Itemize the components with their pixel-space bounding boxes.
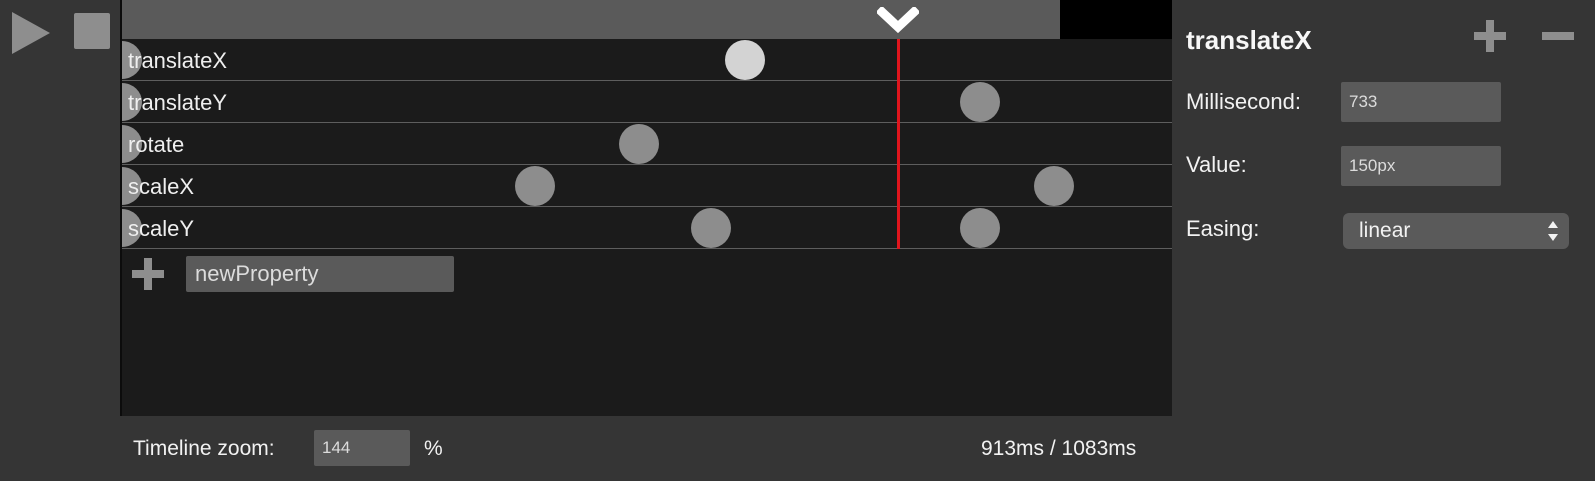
stop-icon[interactable] <box>74 13 110 49</box>
panel-title: translateX <box>1186 25 1312 55</box>
track-row[interactable]: translateX <box>122 39 1172 81</box>
track-row[interactable]: rotate <box>122 123 1172 165</box>
keyframe[interactable] <box>691 208 731 248</box>
keyframe[interactable] <box>515 166 556 206</box>
track-start-keyframe[interactable] <box>122 209 142 247</box>
track-row[interactable]: translateY <box>122 81 1172 123</box>
keyframe-selected[interactable] <box>725 40 765 80</box>
new-property-input[interactable] <box>186 256 454 292</box>
scrubber-end <box>1060 0 1172 39</box>
track-label: scaleY <box>128 216 195 241</box>
track-label: scaleX <box>128 174 195 199</box>
easing-select[interactable]: linear <box>1343 213 1569 249</box>
track-label: translateX <box>128 48 228 73</box>
timeline-zoom-input[interactable] <box>314 430 410 466</box>
value-label: Value: <box>1186 152 1247 177</box>
playback-controls <box>0 0 120 481</box>
keyframe[interactable] <box>960 208 1001 248</box>
plus-icon[interactable] <box>132 258 164 290</box>
track-start-keyframe[interactable] <box>122 83 142 121</box>
play-icon[interactable] <box>12 12 50 54</box>
up-down-arrows-icon <box>1548 221 1558 241</box>
playhead[interactable] <box>896 39 900 249</box>
millisecond-label: Millisecond: <box>1186 89 1301 114</box>
timeline-zoom-label: Timeline zoom: <box>133 437 275 460</box>
plus-icon[interactable] <box>1474 20 1506 52</box>
track-label: rotate <box>128 132 185 157</box>
easing-selected-value: linear <box>1359 219 1411 242</box>
track-label: translateY <box>128 90 228 115</box>
time-display: 913ms / 1083ms <box>981 437 1137 460</box>
millisecond-input[interactable] <box>1341 82 1501 122</box>
keyframe[interactable] <box>960 82 1001 122</box>
track-start-keyframe[interactable] <box>122 167 142 205</box>
chevron-down-icon[interactable] <box>877 7 919 35</box>
track-row[interactable]: scaleY <box>122 207 1172 249</box>
keyframe[interactable] <box>1033 166 1074 206</box>
zoom-unit-label: % <box>424 437 443 460</box>
track-start-keyframe[interactable] <box>122 41 142 79</box>
easing-label: Easing: <box>1186 216 1260 241</box>
timeline: translateX translateY rotate scaleX scaleY <box>120 0 1172 416</box>
minus-icon[interactable] <box>1542 20 1574 52</box>
track-start-keyframe[interactable] <box>122 125 142 163</box>
scrubber-bar[interactable] <box>122 0 1060 39</box>
track-row[interactable]: scaleX <box>122 165 1172 207</box>
keyframe[interactable] <box>618 124 659 164</box>
value-input[interactable] <box>1341 146 1501 186</box>
